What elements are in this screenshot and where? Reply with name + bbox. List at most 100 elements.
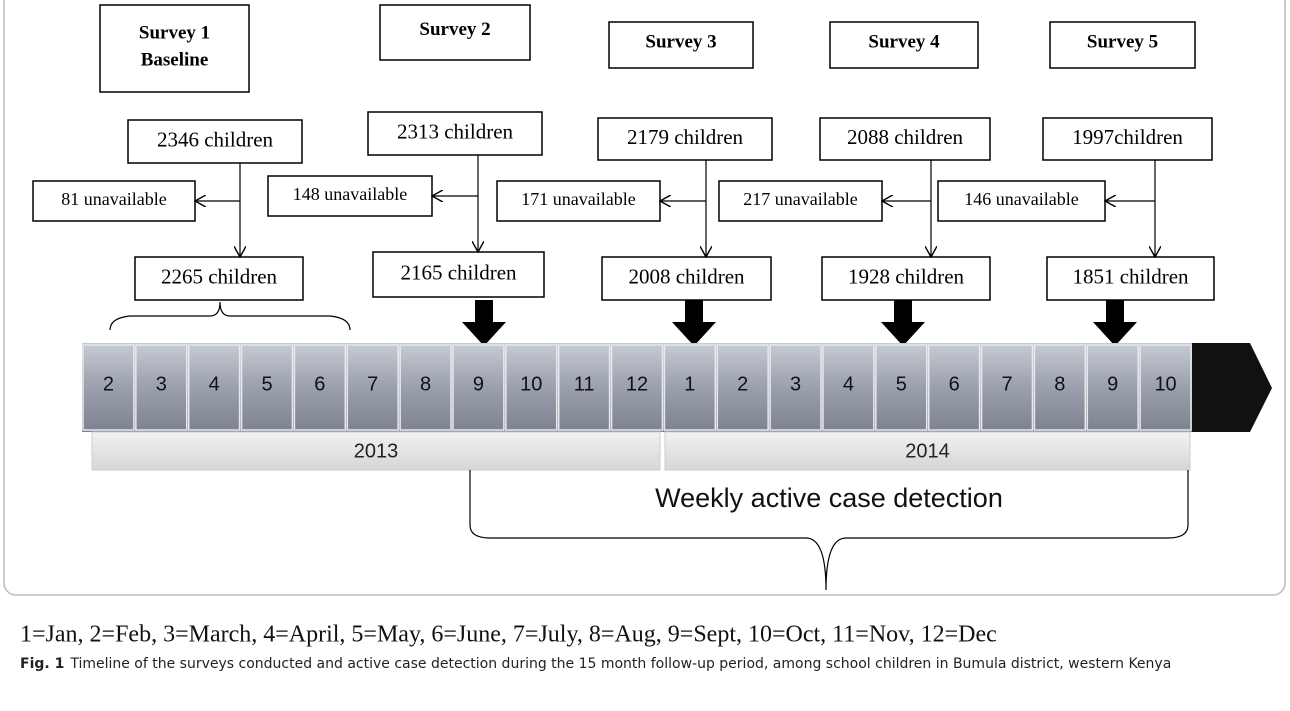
detection-label: Weekly active case detection bbox=[655, 483, 1003, 513]
month-cell bbox=[1139, 344, 1192, 431]
month-cell bbox=[980, 344, 1034, 431]
month-label: 7 bbox=[367, 373, 378, 395]
enrolled-count: 2088 children bbox=[847, 125, 964, 149]
content: Survey 1 Baseline 2346 children 81 unavaila… bbox=[20, 4, 1272, 648]
enrolled-count: 2346 children bbox=[157, 127, 274, 151]
caption-text: Timeline of the surveys conducted and ac… bbox=[70, 656, 1172, 672]
caption: Fig. 1 Timeline of the surveys conducted … bbox=[20, 654, 1270, 674]
timeline-arrowhead bbox=[1192, 343, 1272, 432]
unavailable-count: 217 unavailable bbox=[743, 189, 857, 209]
survey-box bbox=[1049, 21, 1196, 69]
month-label: 4 bbox=[209, 373, 220, 395]
month-cell bbox=[1086, 344, 1139, 431]
examined-box bbox=[1046, 256, 1215, 301]
detection-brace bbox=[469, 470, 1189, 591]
unavailable-count: 148 unavailable bbox=[293, 184, 407, 204]
year-bar bbox=[91, 431, 661, 471]
year-label: 2014 bbox=[905, 440, 950, 462]
enrolled-count: 2179 children bbox=[627, 125, 744, 149]
survey-arrow bbox=[1093, 300, 1137, 346]
month-legend: 1=Jan, 2=Feb, 3=March, 4=April, 5=May, 6… bbox=[20, 622, 997, 648]
enrolled-count: 2313 children bbox=[397, 119, 514, 143]
survey-title: Survey 4 bbox=[868, 31, 940, 52]
month-cell bbox=[135, 344, 188, 431]
examined-count: 2165 children bbox=[400, 260, 517, 284]
month-cell bbox=[240, 344, 294, 431]
month-label: 11 bbox=[574, 373, 595, 395]
survey-box bbox=[379, 4, 531, 61]
month-cell bbox=[399, 344, 452, 431]
month-label: 3 bbox=[156, 373, 167, 395]
unavailable-count: 81 unavailable bbox=[61, 189, 166, 209]
month-cell bbox=[293, 344, 347, 431]
unavailable-count: 146 unavailable bbox=[964, 189, 1078, 209]
month-cell bbox=[1033, 344, 1087, 431]
examined-box bbox=[372, 251, 545, 298]
survey-box bbox=[608, 21, 754, 69]
survey-arrow bbox=[672, 300, 716, 346]
month-cell bbox=[769, 344, 822, 431]
frame bbox=[3, 0, 1286, 596]
month-label: 2 bbox=[103, 373, 114, 395]
month-label: 3 bbox=[790, 373, 801, 395]
month-cell bbox=[505, 344, 558, 431]
month-label: 10 bbox=[520, 373, 542, 395]
survey-title: Survey 3 bbox=[645, 31, 716, 52]
month-cell bbox=[346, 344, 399, 431]
month-label: 5 bbox=[261, 373, 272, 395]
month-cell bbox=[557, 344, 611, 431]
month-label: 5 bbox=[896, 373, 907, 395]
month-label: 12 bbox=[626, 373, 648, 395]
month-cell bbox=[927, 344, 981, 431]
survey-title: Survey 2 bbox=[419, 19, 490, 40]
examined-count: 2265 children bbox=[161, 264, 278, 288]
month-cell bbox=[187, 344, 241, 431]
month-label: 4 bbox=[843, 373, 854, 395]
month-label: 6 bbox=[314, 373, 325, 395]
survey-box bbox=[99, 4, 250, 93]
year-label: 2013 bbox=[354, 440, 399, 462]
month-label: 8 bbox=[1054, 373, 1065, 395]
survey-title: Survey 5 bbox=[1087, 31, 1158, 52]
month-label: 1 bbox=[684, 373, 695, 395]
month-label: 8 bbox=[420, 373, 431, 395]
month-label: 2 bbox=[737, 373, 748, 395]
unavailable-box bbox=[496, 180, 661, 222]
month-cell bbox=[663, 344, 717, 431]
enrolled-box bbox=[1042, 117, 1213, 161]
examined-box bbox=[821, 256, 991, 301]
month-cell bbox=[82, 344, 135, 431]
enrolled-box bbox=[367, 111, 543, 156]
month-label: 6 bbox=[949, 373, 960, 395]
month-cell bbox=[875, 344, 928, 431]
month-label: 7 bbox=[1001, 373, 1012, 395]
baseline-bracket bbox=[109, 301, 351, 331]
unavailable-box bbox=[32, 180, 196, 222]
survey-title: Survey 1 bbox=[139, 22, 210, 43]
survey-box bbox=[829, 21, 979, 69]
month-cell bbox=[716, 344, 769, 431]
examined-count: 1928 children bbox=[848, 264, 965, 288]
examined-count: 2008 children bbox=[628, 264, 745, 288]
enrolled-box bbox=[597, 117, 773, 161]
enrolled-count: 1997children bbox=[1072, 125, 1183, 149]
enrolled-box bbox=[819, 117, 991, 161]
month-label: 10 bbox=[1154, 373, 1176, 395]
survey-arrow bbox=[881, 300, 925, 346]
examined-box bbox=[134, 256, 304, 301]
month-cell bbox=[822, 344, 875, 431]
year-bar bbox=[664, 431, 1191, 471]
enrolled-box bbox=[127, 119, 303, 164]
month-cell bbox=[610, 344, 664, 431]
month-label: 9 bbox=[1107, 373, 1118, 395]
examined-box bbox=[601, 256, 772, 301]
unavailable-count: 171 unavailable bbox=[521, 189, 635, 209]
month-cell bbox=[452, 344, 505, 431]
examined-count: 1851 children bbox=[1072, 264, 1189, 288]
caption-label: Fig. 1 bbox=[20, 656, 65, 672]
survey-subtitle: Baseline bbox=[141, 49, 209, 70]
month-label: 9 bbox=[473, 373, 484, 395]
unavailable-box bbox=[937, 180, 1106, 222]
survey-arrow bbox=[462, 300, 506, 346]
